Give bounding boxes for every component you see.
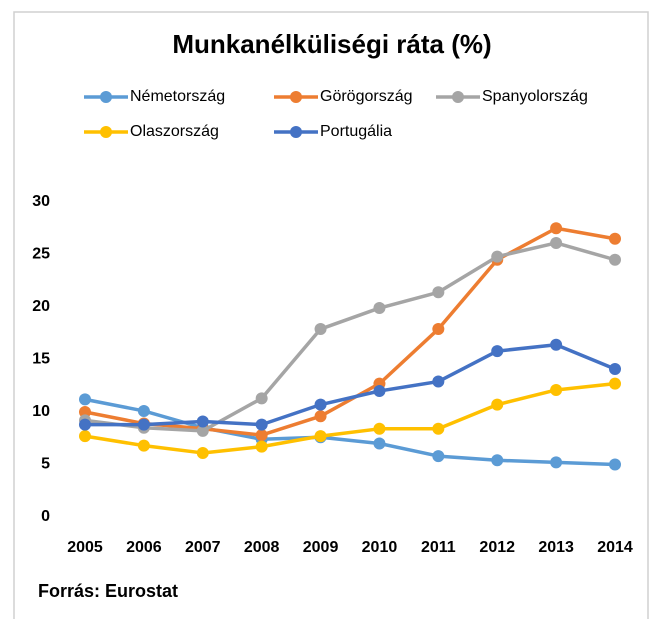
- data-point: [137, 404, 150, 417]
- y-tick-label: 20: [32, 298, 50, 315]
- data-point: [432, 375, 445, 388]
- data-point: [550, 222, 563, 235]
- data-point: [255, 429, 268, 442]
- data-point: [491, 398, 504, 411]
- data-point: [373, 437, 386, 450]
- data-point: [196, 415, 209, 428]
- data-point: [609, 377, 621, 390]
- data-point: [137, 439, 150, 452]
- legend-marker: [452, 91, 464, 103]
- series-line: [85, 343, 616, 427]
- data-point: [79, 406, 91, 418]
- x-tick-label: 2013: [538, 539, 574, 556]
- series-line: [84, 226, 616, 437]
- y-tick-label: 15: [32, 351, 50, 368]
- x-tick-label: 2011: [421, 539, 456, 556]
- data-point: [432, 286, 445, 299]
- legend-label: Olaszország: [130, 123, 219, 140]
- data-point: [137, 418, 150, 431]
- legend-label: Portugália: [320, 123, 392, 140]
- x-tick-label: 2006: [126, 539, 162, 556]
- data-point: [432, 323, 445, 336]
- data-point: [550, 456, 563, 469]
- series-line: [84, 241, 616, 433]
- x-tick-label: 2005: [67, 539, 103, 556]
- data-point: [491, 345, 504, 358]
- data-point: [196, 446, 209, 459]
- data-point: [314, 410, 327, 423]
- data-point: [79, 430, 91, 443]
- data-point: [550, 338, 563, 351]
- x-tick-label: 2008: [244, 539, 280, 556]
- chart-title: Munkanélküliségi ráta (%): [172, 29, 491, 59]
- data-point: [79, 393, 91, 406]
- data-point: [432, 422, 445, 435]
- data-point: [609, 362, 621, 375]
- data-point: [373, 385, 386, 397]
- data-point: [373, 422, 386, 435]
- data-point: [314, 430, 327, 443]
- legend-marker: [290, 91, 302, 103]
- data-point: [79, 418, 91, 431]
- y-tick-label: 25: [32, 246, 50, 263]
- x-tick-label: 2010: [362, 539, 398, 556]
- x-tick-label: 2014: [597, 539, 633, 556]
- y-tick-label: 10: [32, 403, 50, 420]
- data-point: [550, 236, 563, 249]
- x-tick-label: 2009: [303, 539, 339, 556]
- series-line: [84, 381, 616, 455]
- data-point: [255, 392, 268, 405]
- legend-marker: [290, 126, 302, 138]
- data-point: [609, 232, 621, 245]
- series-line: [84, 397, 616, 467]
- data-point: [550, 383, 563, 396]
- y-tick-label: 30: [32, 193, 50, 210]
- legend-label: Spanyolország: [482, 88, 588, 105]
- data-point: [314, 323, 327, 336]
- data-point: [373, 302, 386, 315]
- x-tick-label: 2007: [185, 539, 221, 556]
- data-point: [491, 454, 504, 467]
- data-point: [609, 253, 621, 266]
- x-tick-label: 2012: [479, 539, 515, 556]
- legend-label: Görögország: [320, 88, 413, 105]
- data-point: [491, 250, 504, 263]
- data-point: [196, 424, 209, 437]
- data-point: [314, 398, 327, 411]
- data-point: [432, 450, 445, 463]
- legend-marker: [100, 126, 112, 138]
- chart-frame: [13, 11, 649, 619]
- data-point: [255, 418, 268, 431]
- source: Forrás: Eurostat: [38, 581, 178, 601]
- legend-label: Németország: [130, 88, 225, 105]
- data-point: [609, 458, 621, 471]
- data-point: [255, 440, 268, 453]
- y-tick-label: 0: [41, 508, 50, 525]
- y-tick-label: 5: [41, 456, 50, 473]
- legend-marker: [100, 91, 112, 103]
